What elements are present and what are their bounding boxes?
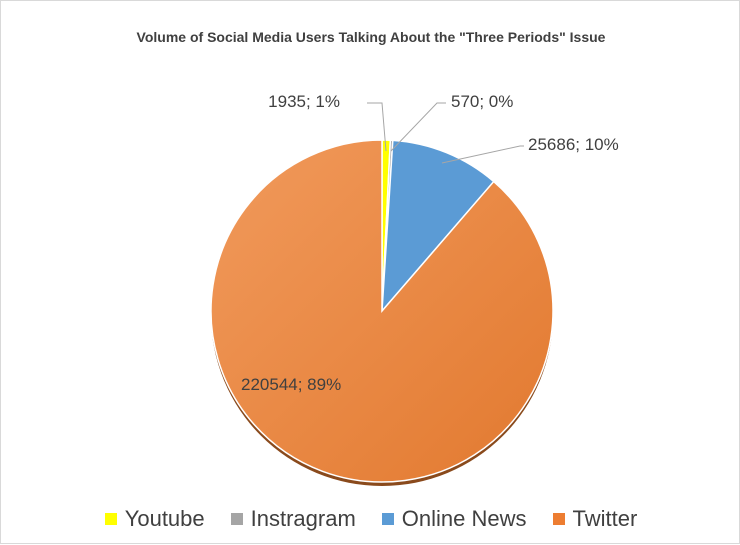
legend-label-instragram: Instragram [250,506,356,531]
data-label-youtube: 1935; 1% [268,92,340,111]
legend: Youtube Instragram Online News Twitter [1,506,740,532]
data-label-online-news: 25686; 10% [528,135,619,154]
leader-line-instragram [390,102,446,152]
data-label-twitter: 220544; 89% [241,375,341,394]
data-label-instragram: 570; 0% [451,92,513,111]
legend-item-twitter: Twitter [552,506,638,532]
leader-line-online-news [441,145,524,164]
legend-swatch-online-news [381,513,394,525]
leader-line-youtube [367,102,387,152]
data-labels: 1935; 1% 570; 0% 25686; 10% 220544; 89% [241,92,619,394]
pie-slices [210,139,554,483]
chart-title: Volume of Social Media Users Talking Abo… [136,29,606,45]
pie-slice-online-news [381,139,495,314]
legend-label-twitter: Twitter [572,506,638,531]
leader-lines [367,102,524,164]
legend-swatch-youtube [104,513,117,525]
pie-slice-twitter [210,139,554,483]
legend-item-online-news: Online News [381,506,527,532]
legend-swatch-instragram [230,513,243,525]
legend-item-instragram: Instragram [230,506,356,532]
legend-label-youtube: Youtube [124,506,205,531]
legend-item-youtube: Youtube [104,506,205,532]
legend-label-online-news: Online News [401,506,527,531]
legend-swatch-twitter [552,513,565,525]
